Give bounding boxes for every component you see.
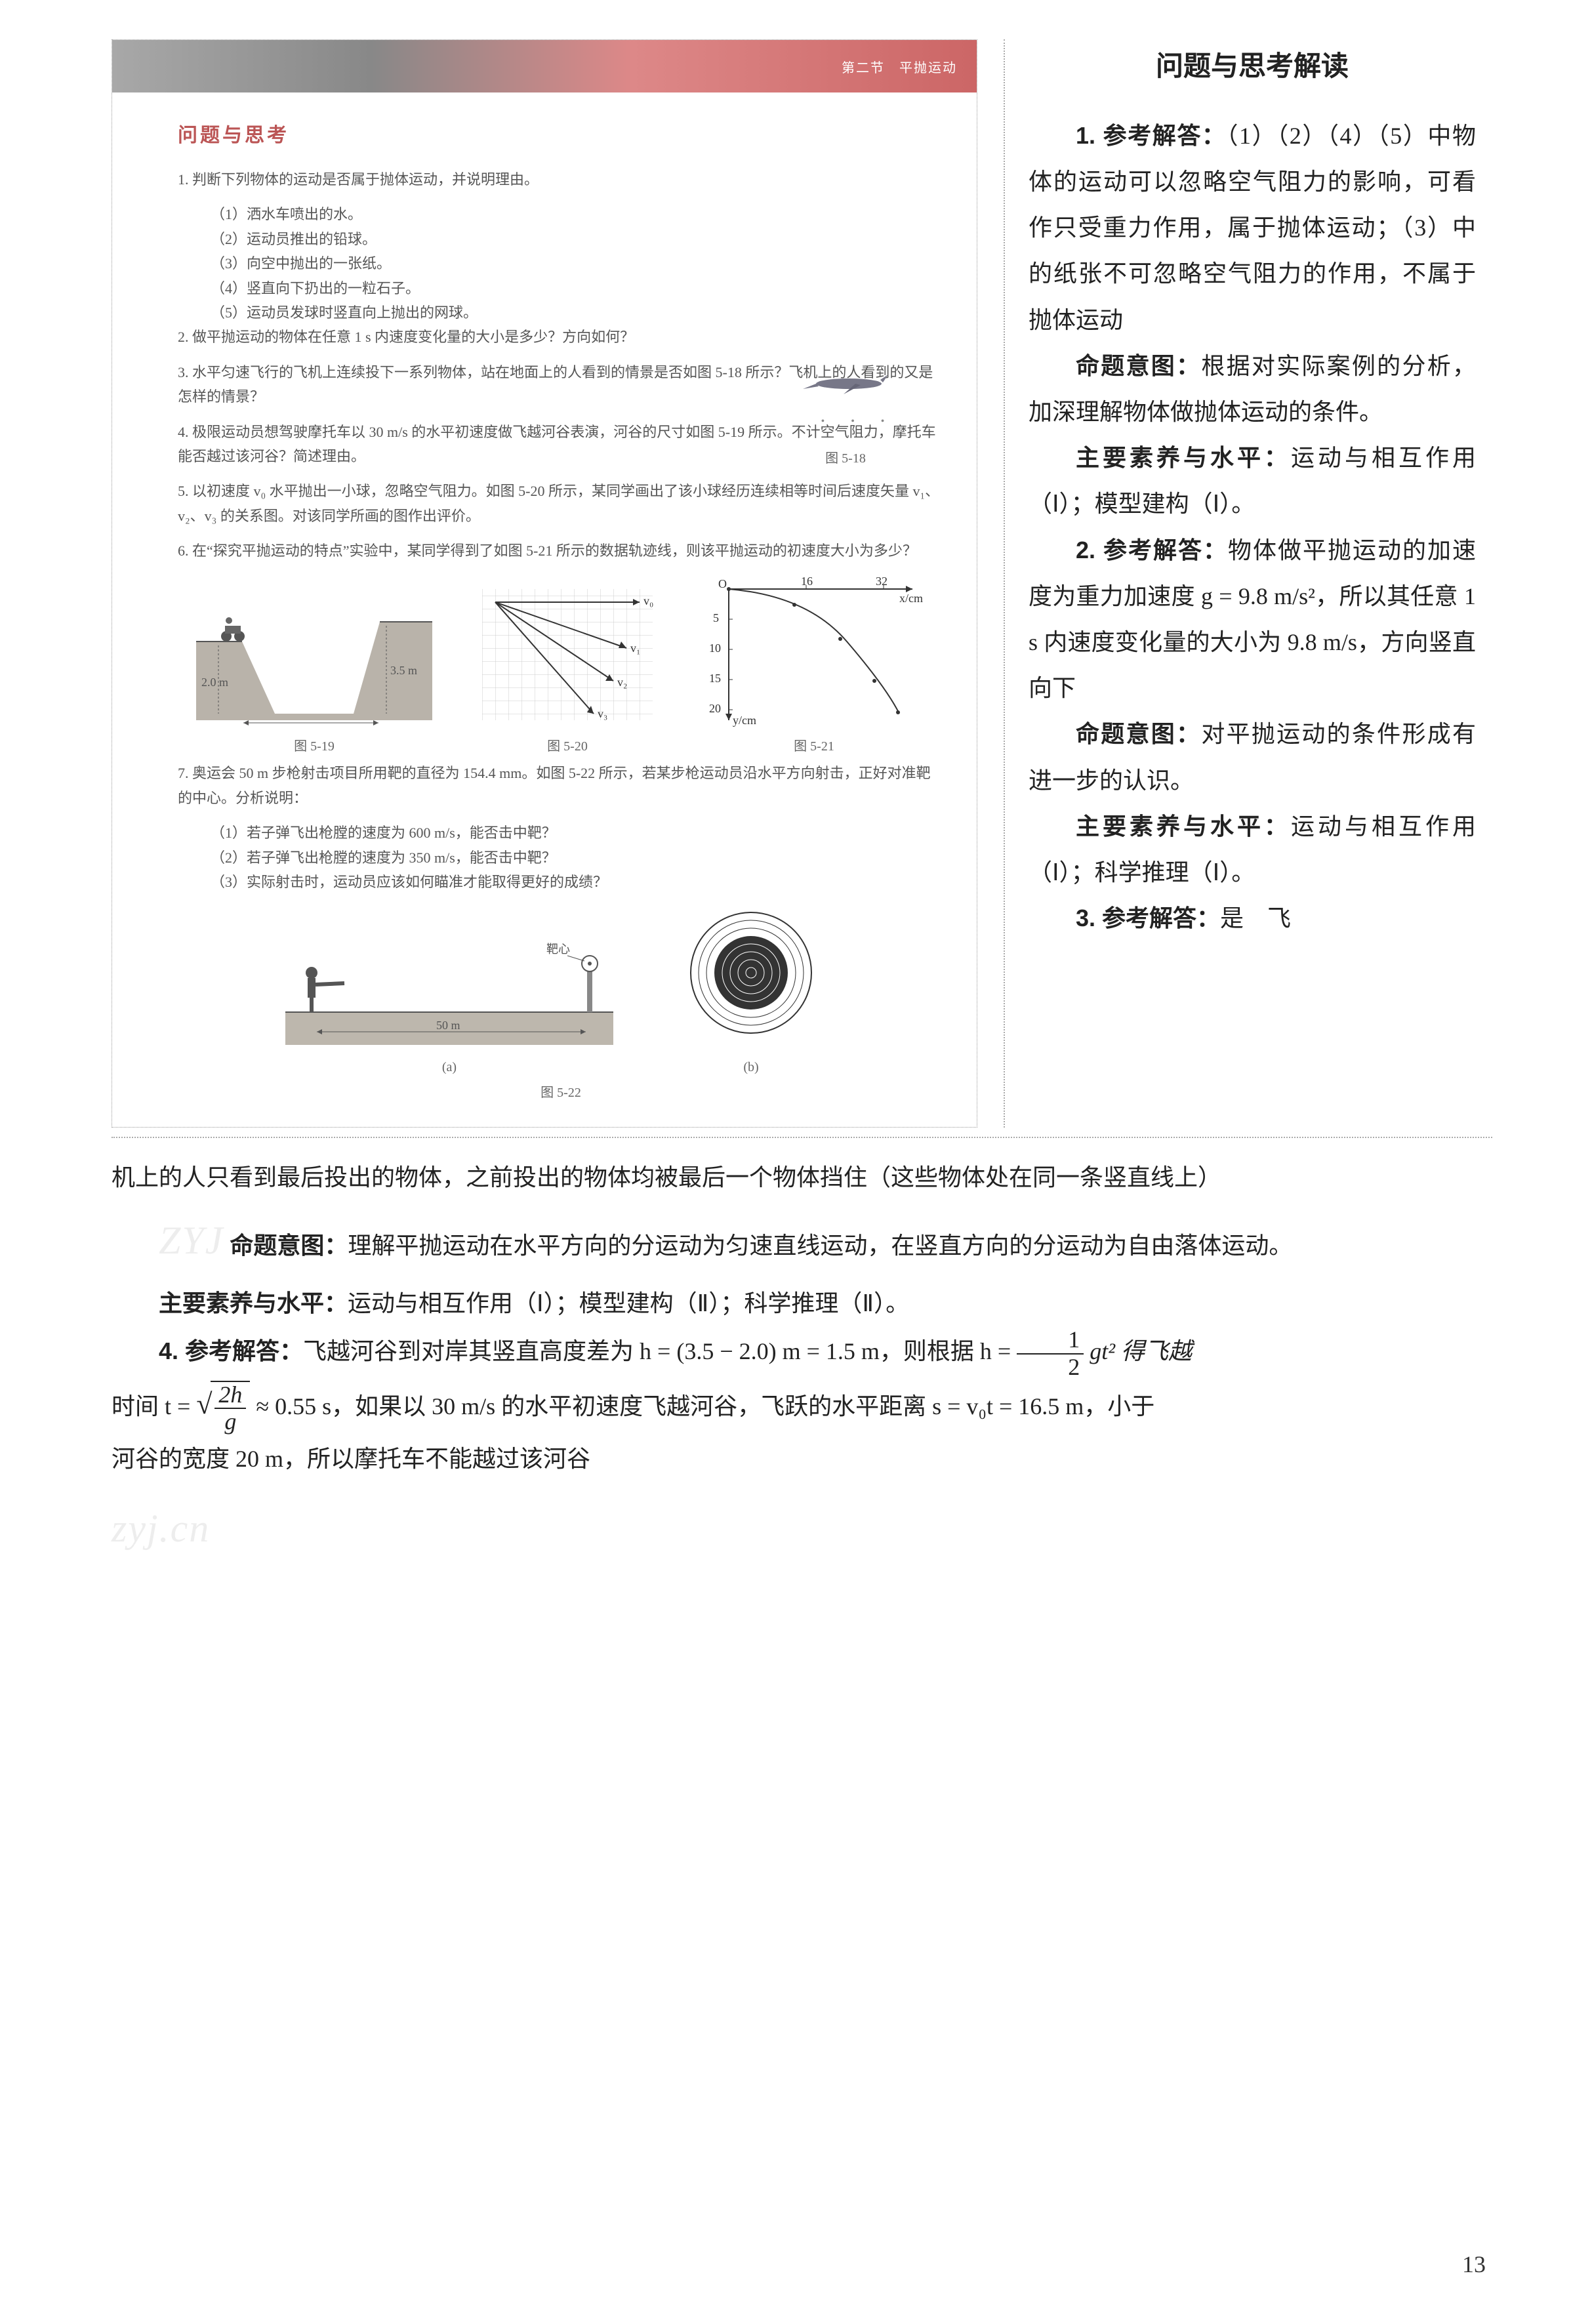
commentary-column: 问题与思考解读 1. 参考解答：（1）（2）（4）（5）中物体的运动可以忽略空气…: [1004, 39, 1476, 1128]
svg-text:v₀: v₀: [643, 594, 653, 607]
answer-4c: 河谷的宽度 20 m，所以摩托车不能越过该河谷: [112, 1446, 590, 1472]
competency-3: 主要素养与水平：运动与相互作用（Ⅰ）；模型建构（Ⅱ）；科学推理（Ⅱ）。: [112, 1280, 1492, 1327]
fraction-half-num: 1: [1017, 1327, 1084, 1355]
svg-text:32: 32: [876, 576, 888, 588]
figure-5-18: • • • • 图 5-18: [786, 371, 905, 466]
svg-text:20: 20: [709, 702, 721, 715]
competency-1: 主要素养与水平：运动与相互作用（Ⅰ）；模型建构（Ⅰ）。: [1029, 435, 1476, 527]
figure-5-22-label: 图 5-22: [178, 1082, 944, 1101]
svg-text:5: 5: [713, 611, 719, 624]
watermark-1: ZYJ: [159, 1219, 224, 1262]
fraction-half: 1 2: [1017, 1327, 1084, 1380]
question-1-1: （1）洒水车喷出的水。: [211, 202, 944, 226]
question-7-1: （1）若子弹飞出枪膛的速度为 600 m/s，能否击中靶？: [211, 821, 944, 845]
commentary-title: 问题与思考解读: [1029, 39, 1476, 93]
answer-3-head: 是 飞: [1220, 905, 1291, 931]
answer-4-lead: 4. 参考解答：: [159, 1337, 303, 1364]
question-7-3: （3）实际射击时，运动员应该如何瞄准才能取得更好的成绩？: [211, 870, 944, 894]
intent-2: 命题意图：对平抛运动的条件形成有进一步的认识。: [1029, 711, 1476, 803]
answer-1-body: （1）（2）（4）（5）中物体的运动可以忽略空气阻力的影响，可看作只受重力作用，…: [1029, 123, 1476, 333]
figure-5-19: 2.0 m 3.5 m 20 m 图 5-19: [196, 582, 432, 754]
question-7: 7. 奥运会 50 m 步枪射击项目所用靶的直径为 154.4 mm。如图 5-…: [178, 761, 944, 810]
question-1-2: （2）运动员推出的铅球。: [211, 227, 944, 251]
svg-text:16: 16: [801, 576, 813, 588]
svg-text:3.5 m: 3.5 m: [390, 664, 417, 677]
competency-1-lead: 主要素养与水平：: [1076, 444, 1291, 471]
answer-2-lead: 2. 参考解答：: [1076, 537, 1228, 563]
commentary-lower: 机上的人只看到最后投出的物体，之前投出的物体均被最后一个物体挡住（这些物体处在同…: [112, 1154, 1492, 1567]
question-1-5: （5）运动员发球时竖直向上抛出的网球。: [211, 300, 944, 325]
question-1-4: （4）竖直向下扔出的一粒石子。: [211, 276, 944, 300]
question-5: 5. 以初速度 v₀ 水平抛出一小球，忽略空气阻力。如图 5-20 所示，某同学…: [178, 479, 944, 528]
competency-2: 主要素养与水平：运动与相互作用（Ⅰ）；科学推理（Ⅰ）。: [1029, 804, 1476, 895]
fraction-half-den: 2: [1017, 1355, 1084, 1381]
svg-text:x/cm: x/cm: [899, 592, 923, 605]
intent-3-body: 理解平抛运动在水平方向的分运动为匀速直线运动，在竖直方向的分运动为自由落体运动。: [348, 1233, 1292, 1259]
svg-text:20 m: 20 m: [298, 724, 323, 727]
textbook-header-label: 第二节 平抛运动: [842, 57, 957, 76]
answer-3-start: 3. 参考解答：是 飞: [1029, 895, 1476, 941]
svg-text:15: 15: [709, 672, 721, 685]
answer-2: 2. 参考解答：物体做平抛运动的加速度为重力加速度 g = 9.8 m/s²，所…: [1029, 527, 1476, 712]
section-divider: [112, 1137, 1492, 1138]
fraction-2h-g: 2h g: [214, 1382, 246, 1435]
sqrt-2h-over-g: 2h g: [196, 1381, 250, 1435]
intent-3: ZYJ 命题意图：理解平抛运动在水平方向的分运动为匀速直线运动，在竖直方向的分运…: [112, 1201, 1492, 1280]
competency-2-lead: 主要素养与水平：: [1076, 813, 1291, 840]
question-6: 6. 在“探究平抛运动的特点”实验中，某同学得到了如图 5-21 所示的数据轨迹…: [178, 539, 944, 563]
answer-1: 1. 参考解答：（1）（2）（4）（5）中物体的运动可以忽略空气阻力的影响，可看…: [1029, 113, 1476, 343]
svg-text:v₁: v₁: [630, 642, 640, 655]
question-1-3: （3）向空中抛出的一张纸。: [211, 251, 944, 275]
question-7-2: （2）若子弹飞出枪膛的速度为 350 m/s，能否击中靶？: [211, 846, 944, 870]
intent-1: 命题意图：根据对实际案例的分析，加深理解物体做抛体运动的条件。: [1029, 343, 1476, 435]
answer-4a-tail: gt² 得飞越: [1090, 1338, 1192, 1364]
svg-text:50 m: 50 m: [436, 1019, 460, 1032]
figure-5-20-label: 图 5-20: [469, 735, 666, 754]
textbook-header-bar: 第二节 平抛运动: [112, 40, 977, 92]
figure-5-20: v₀ v₁ v₂ v₃ 图 5-20: [469, 582, 666, 754]
figure-5-19-label: 图 5-19: [196, 735, 432, 754]
figure-5-22a-label: (a): [285, 1060, 613, 1075]
page-number: 13: [1462, 2251, 1486, 2278]
competency-3-lead: 主要素养与水平：: [159, 1290, 348, 1316]
intent-1-lead: 命题意图：: [1076, 352, 1201, 379]
svg-text:靶心: 靶心: [546, 943, 570, 956]
svg-text:v₃: v₃: [598, 707, 607, 720]
svg-text:y/cm: y/cm: [733, 714, 756, 727]
question-2: 2. 做平抛运动的物体在任意 1 s 内速度变化量的大小是多少？方向如何？: [178, 325, 944, 349]
answer-4-line3: 河谷的宽度 20 m，所以摩托车不能越过该河谷: [112, 1435, 1492, 1482]
answer-4b-tail: ≈ 0.55 s，如果以 30 m/s 的水平初速度飞越河谷，飞跃的水平距离 s…: [256, 1393, 1154, 1419]
answer-3-lead: 3. 参考解答：: [1076, 905, 1220, 931]
svg-text:O: O: [718, 577, 727, 590]
intent-3-lead: 命题意图：: [230, 1232, 348, 1259]
airplane-icon: [796, 371, 895, 410]
watermark-2: zyj.cn: [112, 1489, 1492, 1568]
figure-5-22b: (b): [666, 907, 836, 1075]
figure-5-21: O 16 32 x/cm 5 10 15 20 y/cm: [703, 576, 926, 754]
textbook-page: 第二节 平抛运动 问题与思考 1. 判断下列物体的运动是否属于抛体运动，并说明理…: [112, 39, 977, 1128]
answer-4-line1: 4. 参考解答：飞越河谷到对岸其竖直高度差为 h = (3.5 − 2.0) m…: [112, 1327, 1492, 1380]
answer-4b-head: 时间 t =: [112, 1393, 196, 1419]
answer-4a: 飞越河谷到对岸其竖直高度差为 h = (3.5 − 2.0) m = 1.5 m…: [303, 1338, 1017, 1364]
section-title: 问题与思考: [178, 119, 944, 148]
svg-text:2.0 m: 2.0 m: [201, 676, 228, 689]
competency-3-body: 运动与相互作用（Ⅰ）；模型建构（Ⅱ）；科学推理（Ⅱ）。: [348, 1290, 909, 1316]
answer-1-lead: 1. 参考解答：: [1076, 122, 1226, 149]
figure-5-18-label: 图 5-18: [786, 447, 905, 466]
answer-4-line2: 时间 t = 2h g ≈ 0.55 s，如果以 30 m/s 的水平初速度飞越…: [112, 1381, 1492, 1435]
figure-5-22a: 靶心 50 m (a): [285, 933, 613, 1075]
fraction-2h-g-num: 2h: [214, 1382, 246, 1410]
fraction-2h-g-den: g: [214, 1409, 246, 1435]
answer-3-cont: 机上的人只看到最后投出的物体，之前投出的物体均被最后一个物体挡住（这些物体处在同…: [112, 1154, 1492, 1201]
svg-text:10: 10: [709, 642, 721, 655]
figure-5-22b-label: (b): [666, 1060, 836, 1075]
svg-text:v₂: v₂: [617, 676, 627, 689]
question-1: 1. 判断下列物体的运动是否属于抛体运动，并说明理由。: [178, 167, 944, 192]
intent-2-lead: 命题意图：: [1076, 720, 1201, 747]
figure-5-21-label: 图 5-21: [703, 735, 926, 754]
